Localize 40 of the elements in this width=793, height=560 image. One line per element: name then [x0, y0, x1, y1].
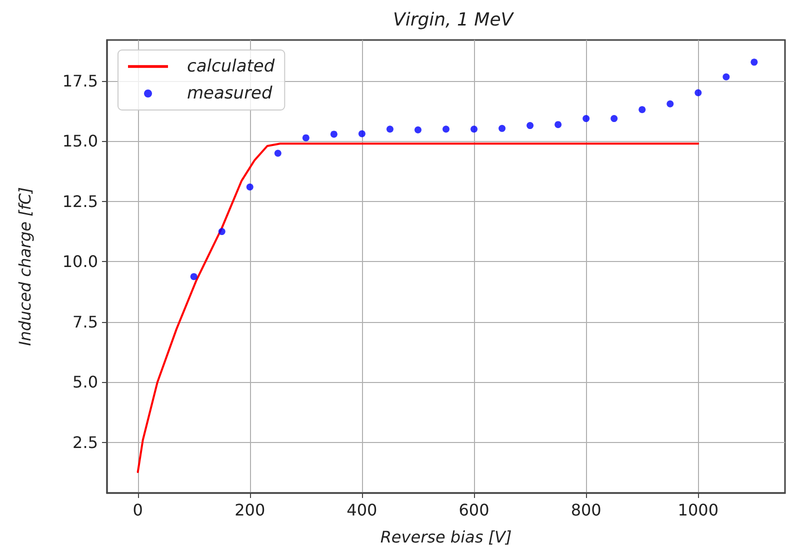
point [666, 100, 674, 108]
x-tick-label: 600 [458, 500, 490, 520]
chart-title: Virgin, 1 MeV [393, 10, 515, 30]
point [722, 73, 730, 80]
point [330, 130, 338, 138]
point [358, 130, 366, 138]
y-tick-label: 7.5 [72, 312, 98, 332]
x-tick-label: 1000 [678, 500, 719, 520]
point [190, 273, 198, 280]
point [750, 58, 758, 66]
point [498, 124, 506, 132]
y-tick-label: 17.5 [62, 71, 98, 90]
point [638, 106, 646, 114]
y-tick-label: 10.0 [62, 252, 98, 272]
point [302, 134, 310, 142]
x-tick-label: 400 [346, 500, 378, 520]
y-tick-label: 12.5 [62, 192, 98, 211]
point [582, 115, 590, 122]
point [386, 126, 394, 133]
point [694, 89, 702, 96]
point [274, 150, 282, 157]
y-tick-label: 5.0 [72, 372, 98, 392]
x-tick-label: 200 [234, 500, 266, 520]
x-axis-title: Reverse bias [V] [380, 528, 512, 546]
point [554, 121, 562, 128]
point [246, 183, 254, 190]
legend-label: measured [187, 84, 273, 104]
point [442, 126, 450, 133]
point [414, 126, 422, 134]
y-tick-label: 2.5 [72, 432, 98, 452]
point [526, 122, 534, 130]
y-axis-title: Induced charge [fC] [16, 187, 34, 346]
x-tick-label: 0 [132, 500, 143, 520]
point [218, 228, 226, 236]
x-tick-label: 800 [570, 500, 602, 520]
point [610, 115, 618, 122]
legend-label: calculated [187, 56, 275, 76]
line-series [136, 142, 700, 474]
y-tick-label: 15.0 [62, 132, 98, 151]
point [470, 126, 478, 133]
